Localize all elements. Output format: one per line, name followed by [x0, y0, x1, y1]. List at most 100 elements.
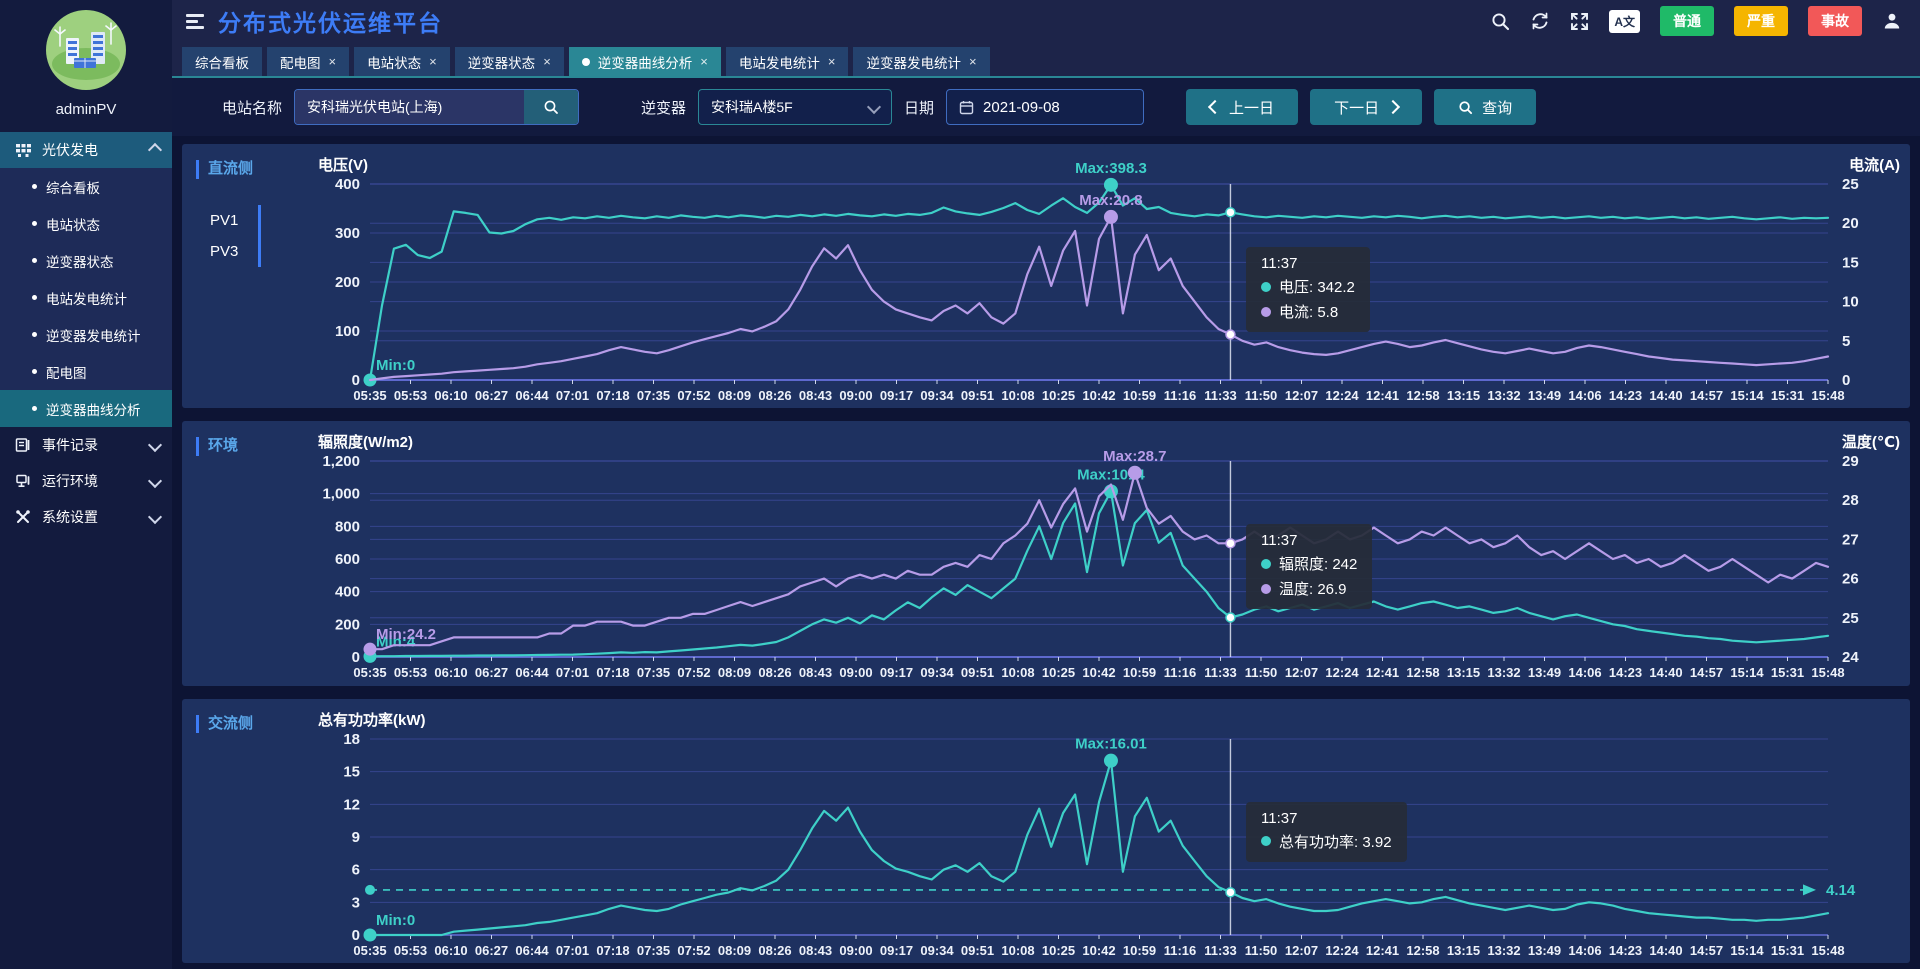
svg-text:15:48: 15:48 — [1811, 388, 1844, 403]
svg-text:1,000: 1,000 — [322, 486, 360, 503]
svg-text:Max:398.3: Max:398.3 — [1075, 160, 1147, 177]
pv-tab-PV3[interactable]: PV3 — [210, 242, 239, 260]
solar-grid-icon — [14, 141, 32, 159]
svg-text:15:14: 15:14 — [1730, 388, 1764, 403]
svg-text:05:35: 05:35 — [353, 388, 386, 403]
svg-text:6: 6 — [352, 861, 360, 878]
svg-text:06:27: 06:27 — [475, 943, 508, 958]
chart-交流侧[interactable]: 18 15 12 9 6 3 0 总有功功率(kW) 05:35 05:53 06:10 06:27 0… — [312, 709, 1904, 961]
svg-text:0: 0 — [352, 927, 360, 944]
alarm-badge-事故[interactable]: 事故 — [1808, 6, 1862, 36]
close-icon[interactable]: × — [543, 54, 551, 69]
svg-text:14:57: 14:57 — [1690, 388, 1723, 403]
tab-逆变器曲线分析[interactable]: 逆变器曲线分析 × — [568, 47, 721, 76]
tab-电站发电统计[interactable]: 电站发电统计 × — [725, 47, 849, 76]
sidebar-item-综合看板[interactable]: 综合看板 — [0, 168, 172, 205]
svg-text:10:25: 10:25 — [1042, 388, 1075, 403]
date-label: 日期 — [904, 99, 935, 117]
svg-text:07:52: 07:52 — [677, 388, 710, 403]
svg-text:10:59: 10:59 — [1123, 665, 1156, 680]
sidebar-item-逆变器状态[interactable]: 逆变器状态 — [0, 242, 172, 279]
tab-逆变器发电统计[interactable]: 逆变器发电统计 × — [853, 47, 990, 76]
svg-text:10:42: 10:42 — [1082, 665, 1115, 680]
svg-text:11:50: 11:50 — [1245, 665, 1278, 680]
svg-text:200: 200 — [335, 617, 360, 634]
sidebar-item-配电图[interactable]: 配电图 — [0, 353, 172, 390]
svg-text:08:09: 08:09 — [718, 388, 751, 403]
sidebar-item-逆变器曲线分析[interactable]: 逆变器曲线分析 — [0, 390, 172, 427]
panel-交流侧: 交流侧 18 15 12 9 6 3 0 总有功功率(kW) 05:35 05:53 06:10 06:… — [182, 698, 1910, 963]
sidebar-section-1[interactable]: 事件记录 — [0, 427, 172, 463]
user-icon[interactable] — [1882, 11, 1902, 31]
refresh-icon[interactable] — [1530, 11, 1550, 31]
svg-text:Min:0: Min:0 — [376, 357, 415, 374]
svg-text:12:24: 12:24 — [1325, 388, 1359, 403]
svg-text:14:23: 14:23 — [1609, 665, 1642, 680]
sidebar-section-3[interactable]: 系统设置 — [0, 499, 172, 535]
sidebar-item-电站状态[interactable]: 电站状态 — [0, 205, 172, 242]
svg-text:26: 26 — [1842, 571, 1859, 588]
panel-直流侧: 直流侧 PV1 PV3 400 300 200 100 0 电压(V) 25 20 15 10 5 0 电流(… — [182, 144, 1910, 409]
svg-text:11:16: 11:16 — [1164, 943, 1197, 958]
sidebar-item-label: 配电图 — [46, 365, 87, 381]
collapse-menu-icon[interactable] — [186, 13, 204, 29]
date-picker[interactable]: 2021-09-08 — [946, 89, 1145, 125]
inverter-select[interactable]: 安科瑞A楼5F — [698, 89, 893, 125]
close-icon[interactable]: × — [827, 54, 836, 69]
chart-wrap: 1,200 1,000 800 600 400 200 0 辐照度(W/m2) 29 28 27 26… — [312, 431, 1904, 683]
svg-text:5: 5 — [1842, 333, 1850, 350]
svg-text:13:15: 13:15 — [1447, 665, 1480, 680]
svg-text:09:17: 09:17 — [880, 943, 913, 958]
chevron-left-icon — [1207, 99, 1223, 115]
prev-day-button[interactable]: 上一日 — [1186, 89, 1299, 125]
sidebar-item-电站发电统计[interactable]: 电站发电统计 — [0, 279, 172, 316]
close-icon[interactable]: × — [429, 54, 437, 69]
translate-icon[interactable]: A文 — [1609, 9, 1640, 33]
sidebar-item-label: 电站状态 — [46, 217, 100, 233]
svg-text:25: 25 — [1842, 610, 1859, 627]
close-icon[interactable]: × — [700, 54, 708, 69]
sidebar-item-逆变器发电统计[interactable]: 逆变器发电统计 — [0, 316, 172, 353]
next-day-button[interactable]: 下一日 — [1310, 89, 1423, 125]
tab-label: 逆变器曲线分析 — [597, 55, 693, 71]
svg-text:10:59: 10:59 — [1123, 388, 1156, 403]
svg-text:13:32: 13:32 — [1487, 943, 1520, 958]
svg-text:15:31: 15:31 — [1771, 943, 1804, 958]
svg-text:05:53: 05:53 — [394, 665, 427, 680]
svg-text:25: 25 — [1842, 176, 1859, 193]
alarm-badge-严重[interactable]: 严重 — [1734, 6, 1788, 36]
close-icon[interactable]: × — [968, 54, 977, 69]
tab-电站状态[interactable]: 电站状态 × — [354, 47, 450, 76]
svg-text:15:14: 15:14 — [1730, 665, 1764, 680]
tab-label: 综合看板 — [195, 55, 249, 71]
svg-text:12: 12 — [343, 796, 360, 813]
svg-text:10:08: 10:08 — [1001, 665, 1034, 680]
chart-直流侧[interactable]: 400 300 200 100 0 电压(V) 25 20 15 10 5 0 电流(A) 05:35 05… — [312, 154, 1904, 406]
station-name-input[interactable]: 安科瑞光伏电站(上海) — [295, 90, 525, 124]
logo — [0, 0, 172, 97]
tab-label: 逆变器发电统计 — [866, 55, 961, 71]
svg-text:14:40: 14:40 — [1649, 943, 1682, 958]
svg-text:12:24: 12:24 — [1325, 943, 1359, 958]
search-icon[interactable] — [1491, 12, 1510, 31]
panel-label: 直流侧 — [196, 160, 253, 179]
alarm-badge-普通[interactable]: 普通 — [1660, 6, 1714, 36]
calendar-icon — [959, 100, 974, 114]
svg-text:14:40: 14:40 — [1649, 665, 1682, 680]
svg-text:09:00: 09:00 — [839, 943, 872, 958]
query-button[interactable]: 查询 — [1434, 89, 1537, 125]
tab-配电图[interactable]: 配电图 × — [267, 47, 350, 76]
tab-综合看板[interactable]: 综合看板 — [182, 47, 262, 76]
svg-text:Min:0: Min:0 — [376, 912, 415, 929]
svg-text:电压(V): 电压(V) — [318, 156, 368, 174]
sidebar-section-2[interactable]: 运行环境 — [0, 463, 172, 499]
sidebar-section-0[interactable]: 光伏发电 — [0, 132, 172, 168]
station-search-button[interactable] — [524, 90, 579, 124]
pv-tab-PV1[interactable]: PV1 — [210, 211, 239, 229]
tab-逆变器状态[interactable]: 逆变器状态 × — [454, 47, 564, 76]
svg-text:13:15: 13:15 — [1447, 388, 1480, 403]
bullet-icon — [32, 221, 37, 226]
close-icon[interactable]: × — [328, 54, 337, 69]
fullscreen-icon[interactable] — [1570, 12, 1589, 31]
chart-环境[interactable]: 1,200 1,000 800 600 400 200 0 辐照度(W/m2) 29 28 27 26… — [312, 431, 1904, 683]
